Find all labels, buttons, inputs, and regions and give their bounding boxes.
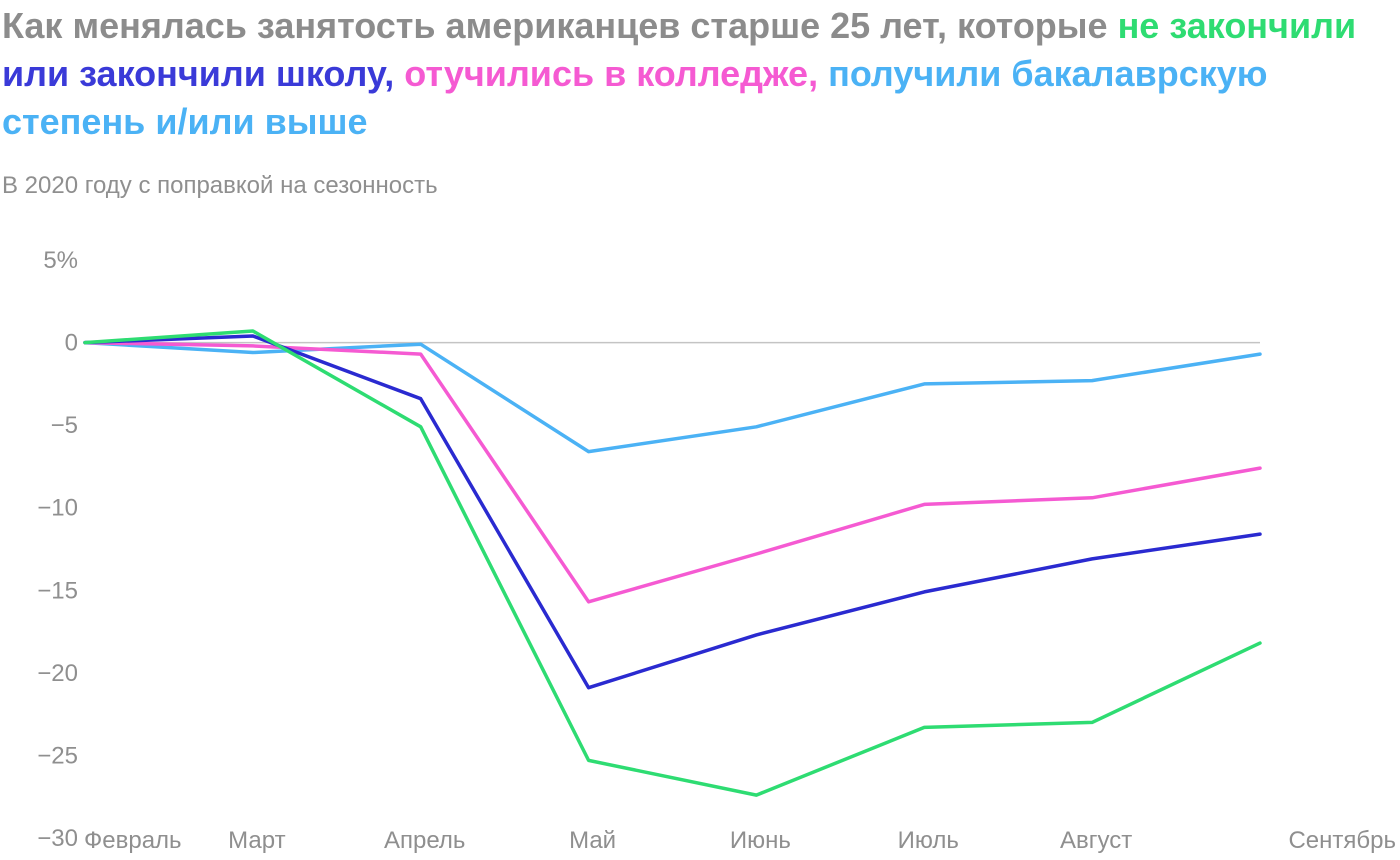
- y-tick-label: 5%: [43, 247, 78, 274]
- x-tick-label: Апрель: [384, 827, 465, 854]
- x-tick-label: Сентябрь: [1288, 827, 1396, 854]
- y-tick-label: −20: [37, 660, 78, 687]
- chart-title: Как менялась занятость американцев старш…: [2, 2, 1392, 146]
- y-tick-label: 0: [65, 330, 78, 357]
- title-part-3: или закончили школу,: [2, 53, 395, 94]
- x-tick-label: Июль: [898, 827, 959, 854]
- y-tick-label: −30: [37, 825, 78, 852]
- title-part-7: получили бакалаврскую степень и/или выше: [2, 53, 1268, 142]
- y-tick-label: −5: [51, 412, 78, 439]
- y-tick-label: −25: [37, 742, 78, 769]
- title-part-0: Как менялась занятость американцев старш…: [2, 5, 1118, 46]
- y-tick-label: −10: [37, 495, 78, 522]
- series-line-3: [83, 329, 1262, 797]
- x-axis: Февраль Март Апрель Май Июнь Июль Август Сентяб…: [84, 827, 1396, 854]
- series-line-2: [83, 334, 1262, 690]
- x-tick-label: Май: [569, 827, 616, 854]
- x-tick-label: Февраль: [84, 827, 182, 854]
- x-tick-label: Август: [1060, 827, 1132, 854]
- x-tick-label: Март: [228, 827, 285, 854]
- y-tick-label: −15: [37, 577, 78, 604]
- series-layer: [83, 329, 1262, 797]
- chart-subtitle: В 2020 году с поправкой на сезонность: [2, 172, 438, 199]
- x-tick-label: Июнь: [730, 827, 791, 854]
- y-axis: 5% 0 −5 −10 −15 −20 −25 −30: [37, 247, 1260, 852]
- title-part-5: отучились в колледже,: [404, 53, 819, 94]
- title-part-1: не закончили: [1117, 5, 1357, 46]
- series-line-0: [83, 340, 1262, 454]
